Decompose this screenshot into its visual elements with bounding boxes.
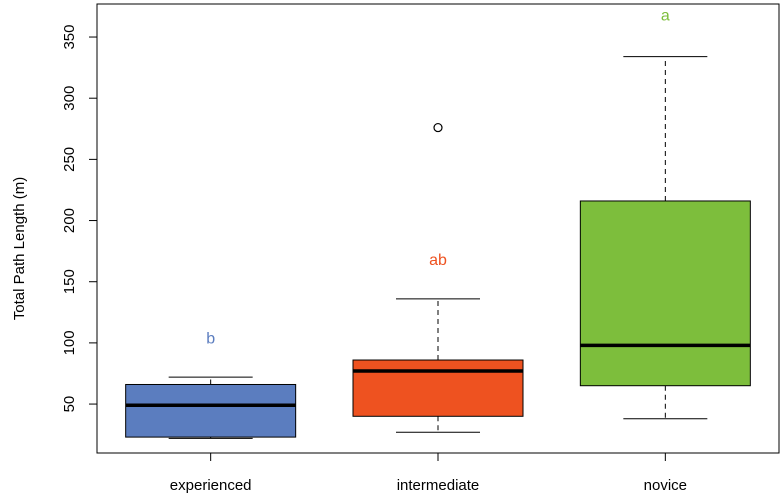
y-tick-label: 50	[61, 396, 78, 413]
y-tick-label: 300	[61, 86, 78, 111]
x-tick-label: experienced	[170, 477, 252, 494]
y-tick-label: 250	[61, 147, 78, 172]
y-tick-label: 350	[61, 25, 78, 50]
box-novice	[579, 200, 751, 387]
y-tick-label: 100	[61, 330, 78, 355]
significance-label: b	[206, 330, 215, 347]
box-experienced	[125, 383, 297, 438]
x-tick-label: novice	[644, 477, 687, 494]
significance-label: ab	[429, 252, 447, 269]
x-tick-label: intermediate	[397, 477, 480, 494]
box-intermediate	[352, 359, 524, 417]
significance-label: a	[661, 7, 670, 24]
outlier-point	[433, 122, 443, 133]
y-axis-title: Total Path Length (m)	[11, 177, 28, 320]
y-tick-label: 150	[61, 269, 78, 294]
y-tick-label: 200	[61, 208, 78, 233]
